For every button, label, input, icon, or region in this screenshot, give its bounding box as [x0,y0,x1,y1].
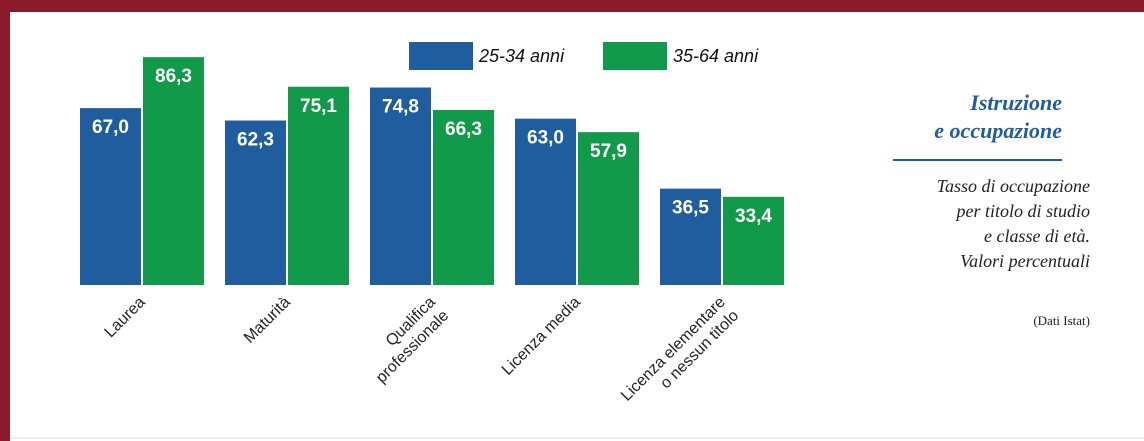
value-label: 86,3 [155,66,192,87]
title: Istruzione [969,90,1062,115]
value-label: 66,3 [445,119,482,140]
bar [225,120,286,285]
category-label: Laurea [102,294,149,341]
bar [80,108,141,286]
subtitle: Tasso di occupazione [937,176,1090,196]
legend-label: 35-64 anni [673,46,759,66]
legend-label: 25-34 anni [478,46,565,66]
title: e occupazione [934,118,1062,143]
value-label: 57,9 [590,141,627,162]
border-top [0,0,1144,12]
bar [723,196,784,285]
x-tick-label: Licenza media [499,294,584,379]
x-tick-label: Maturità [241,294,294,347]
bar [370,87,431,285]
bar [578,132,639,285]
value-label: 36,5 [672,198,709,219]
category-label: Licenza media [499,294,584,379]
value-label: 63,0 [527,128,564,149]
bar [660,188,721,285]
value-label: 33,4 [735,206,772,227]
bar [515,118,576,286]
value-label: 62,3 [237,130,274,151]
legend-swatch [409,42,473,70]
subtitle: e classe di età. [984,226,1090,246]
value-label: 75,1 [300,96,337,117]
value-label: 67,0 [92,117,129,138]
border-left [0,0,10,441]
category-label: Maturità [241,294,294,347]
bar [288,86,349,286]
subtitle: per titolo di studio [954,201,1090,221]
legend-swatch [603,42,667,70]
subtitle: Valori percentuali [960,251,1090,271]
value-label: 74,8 [382,97,419,118]
bar [143,57,204,285]
bar [433,109,494,285]
x-tick-label: Laurea [102,294,149,341]
source: (Dati Istat) [1033,313,1090,328]
